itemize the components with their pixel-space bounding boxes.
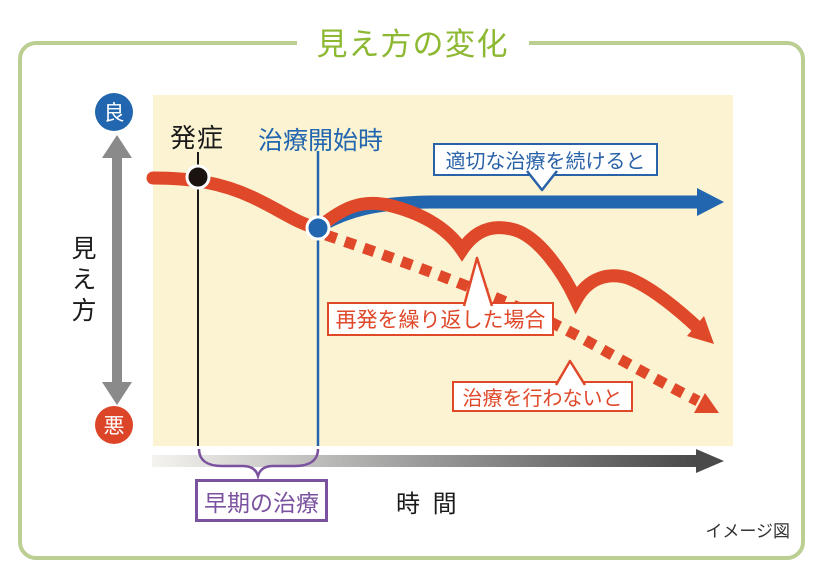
onset-dot-icon (185, 164, 211, 190)
callout-repeated-relapse-label: 再発を繰り返した場合 (335, 309, 546, 332)
y-axis-shaft (112, 156, 122, 384)
callout-early-treatment-label: 早期の治療 (204, 489, 319, 516)
good-badge-label: 良 (103, 102, 125, 125)
page-title: 見え方の変化 (296, 19, 529, 64)
bad-badge-label: 悪 (103, 415, 125, 438)
relapse-curve-line (146, 171, 705, 335)
relapse-curve-arrow-icon (687, 316, 714, 344)
bad-badge: 悪 (95, 406, 133, 444)
x-axis-label: 時 間 (396, 491, 460, 518)
title-wrap: 見え方の変化 (0, 19, 825, 64)
no-treatment-dotted-line (324, 229, 701, 406)
callout-no-treatment: 治療を行わないと (452, 381, 633, 412)
onset-label: 発症 (170, 123, 225, 153)
callout-early-treatment: 早期の治療 (195, 479, 328, 522)
good-badge: 良 (95, 93, 133, 131)
y-axis-up-arrow-icon (102, 135, 132, 158)
callout-no-treatment-label: 治療を行わないと (462, 388, 623, 410)
y-axis-label: 見え方 (68, 235, 96, 328)
x-axis-shaft (152, 455, 696, 467)
early-treatment-brace-icon (197, 448, 320, 481)
treatment-start-label: 治療開始時 (258, 127, 384, 155)
callout-continue-treatment: 適切な治療を続けると (433, 143, 658, 176)
treatment-start-dot-icon (305, 215, 331, 241)
callout-repeated-relapse: 再発を繰り返した場合 (327, 302, 554, 336)
x-axis-arrow-icon (696, 449, 724, 473)
no-treatment-arrow-icon (694, 393, 719, 413)
y-axis-down-arrow-icon (102, 382, 132, 405)
continue-treatment-arrow-icon (697, 188, 724, 216)
callout-continue-treatment-label: 適切な治療を続けると (445, 151, 646, 173)
footnote: イメージ図 (705, 522, 790, 541)
